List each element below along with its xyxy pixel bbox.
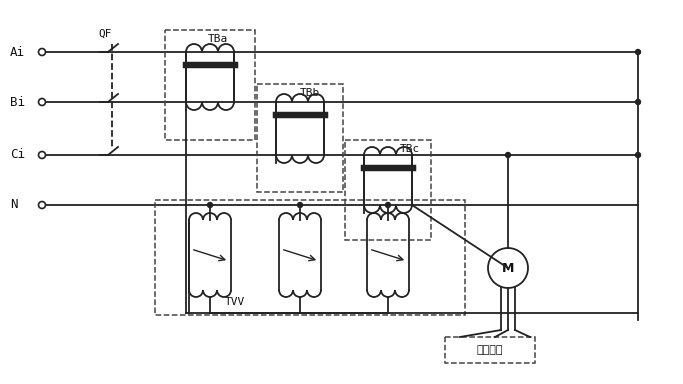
Text: QF: QF	[98, 29, 112, 39]
Bar	[445, 337, 535, 363]
Bar	[155, 200, 465, 315]
Circle shape	[635, 50, 641, 55]
Bar	[165, 30, 255, 140]
Text: TBb: TBb	[300, 88, 320, 98]
Circle shape	[635, 99, 641, 104]
Text: Ai: Ai	[10, 45, 25, 58]
Text: TBc: TBc	[400, 144, 420, 154]
Text: 控制系统: 控制系统	[477, 345, 503, 355]
Text: TBa: TBa	[208, 34, 228, 44]
Circle shape	[298, 202, 303, 207]
Text: Bi: Bi	[10, 96, 25, 109]
Circle shape	[208, 202, 212, 207]
Bar	[257, 84, 343, 192]
Bar	[345, 140, 431, 240]
Text: Ci: Ci	[10, 149, 25, 162]
Circle shape	[505, 152, 510, 157]
Text: N: N	[10, 199, 18, 212]
Circle shape	[635, 152, 641, 157]
Text: M: M	[502, 262, 514, 275]
Text: TVV: TVV	[225, 297, 245, 307]
Circle shape	[385, 202, 391, 207]
